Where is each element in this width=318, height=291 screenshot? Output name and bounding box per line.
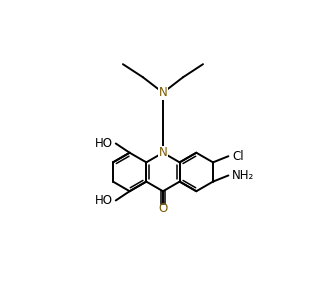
Text: N: N bbox=[159, 146, 167, 159]
Text: HO: HO bbox=[95, 137, 113, 150]
Text: Cl: Cl bbox=[232, 150, 244, 163]
Text: N: N bbox=[159, 86, 167, 99]
Text: NH₂: NH₂ bbox=[232, 169, 254, 182]
Text: HO: HO bbox=[95, 194, 113, 207]
Text: O: O bbox=[158, 203, 168, 215]
